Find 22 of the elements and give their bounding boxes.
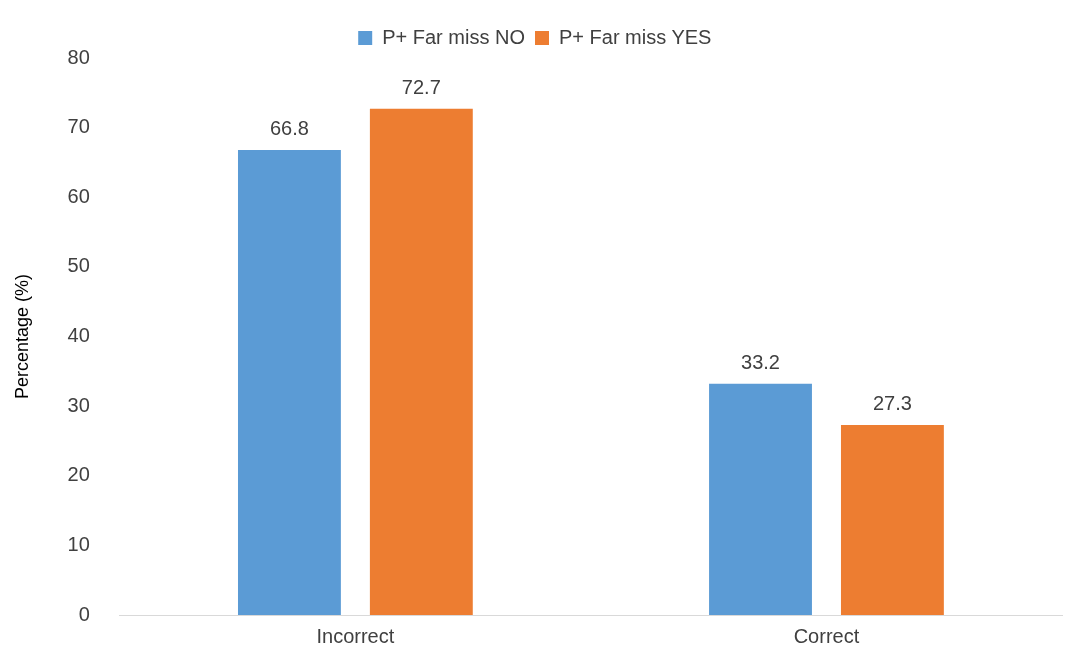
y-tick-label: 50 [67,254,90,277]
legend-label: P+ Far miss NO [382,25,525,48]
bar [369,108,473,615]
y-tick-label: 30 [67,393,90,416]
y-tick-label: 60 [67,184,90,207]
y-tick-label: 70 [67,115,90,138]
y-tick-label: 80 [67,45,90,68]
legend-label: P+ Far miss YES [558,25,712,48]
data-label: 27.3 [872,392,912,415]
x-tick-label: Incorrect [316,624,395,647]
y-tick-label: 40 [67,324,90,347]
bar [237,149,341,615]
bar [709,383,812,615]
y-tick-label: 20 [67,463,90,486]
data-label: 66.8 [269,117,309,140]
data-label: 33.2 [741,351,780,374]
bar [840,424,944,615]
y-tick-label: 10 [67,532,90,555]
y-axis-title: Percentage (%) [11,273,32,400]
x-tick-label: Correct [793,624,860,647]
data-label: 72.7 [401,76,441,99]
y-tick-label: 0 [78,602,90,625]
